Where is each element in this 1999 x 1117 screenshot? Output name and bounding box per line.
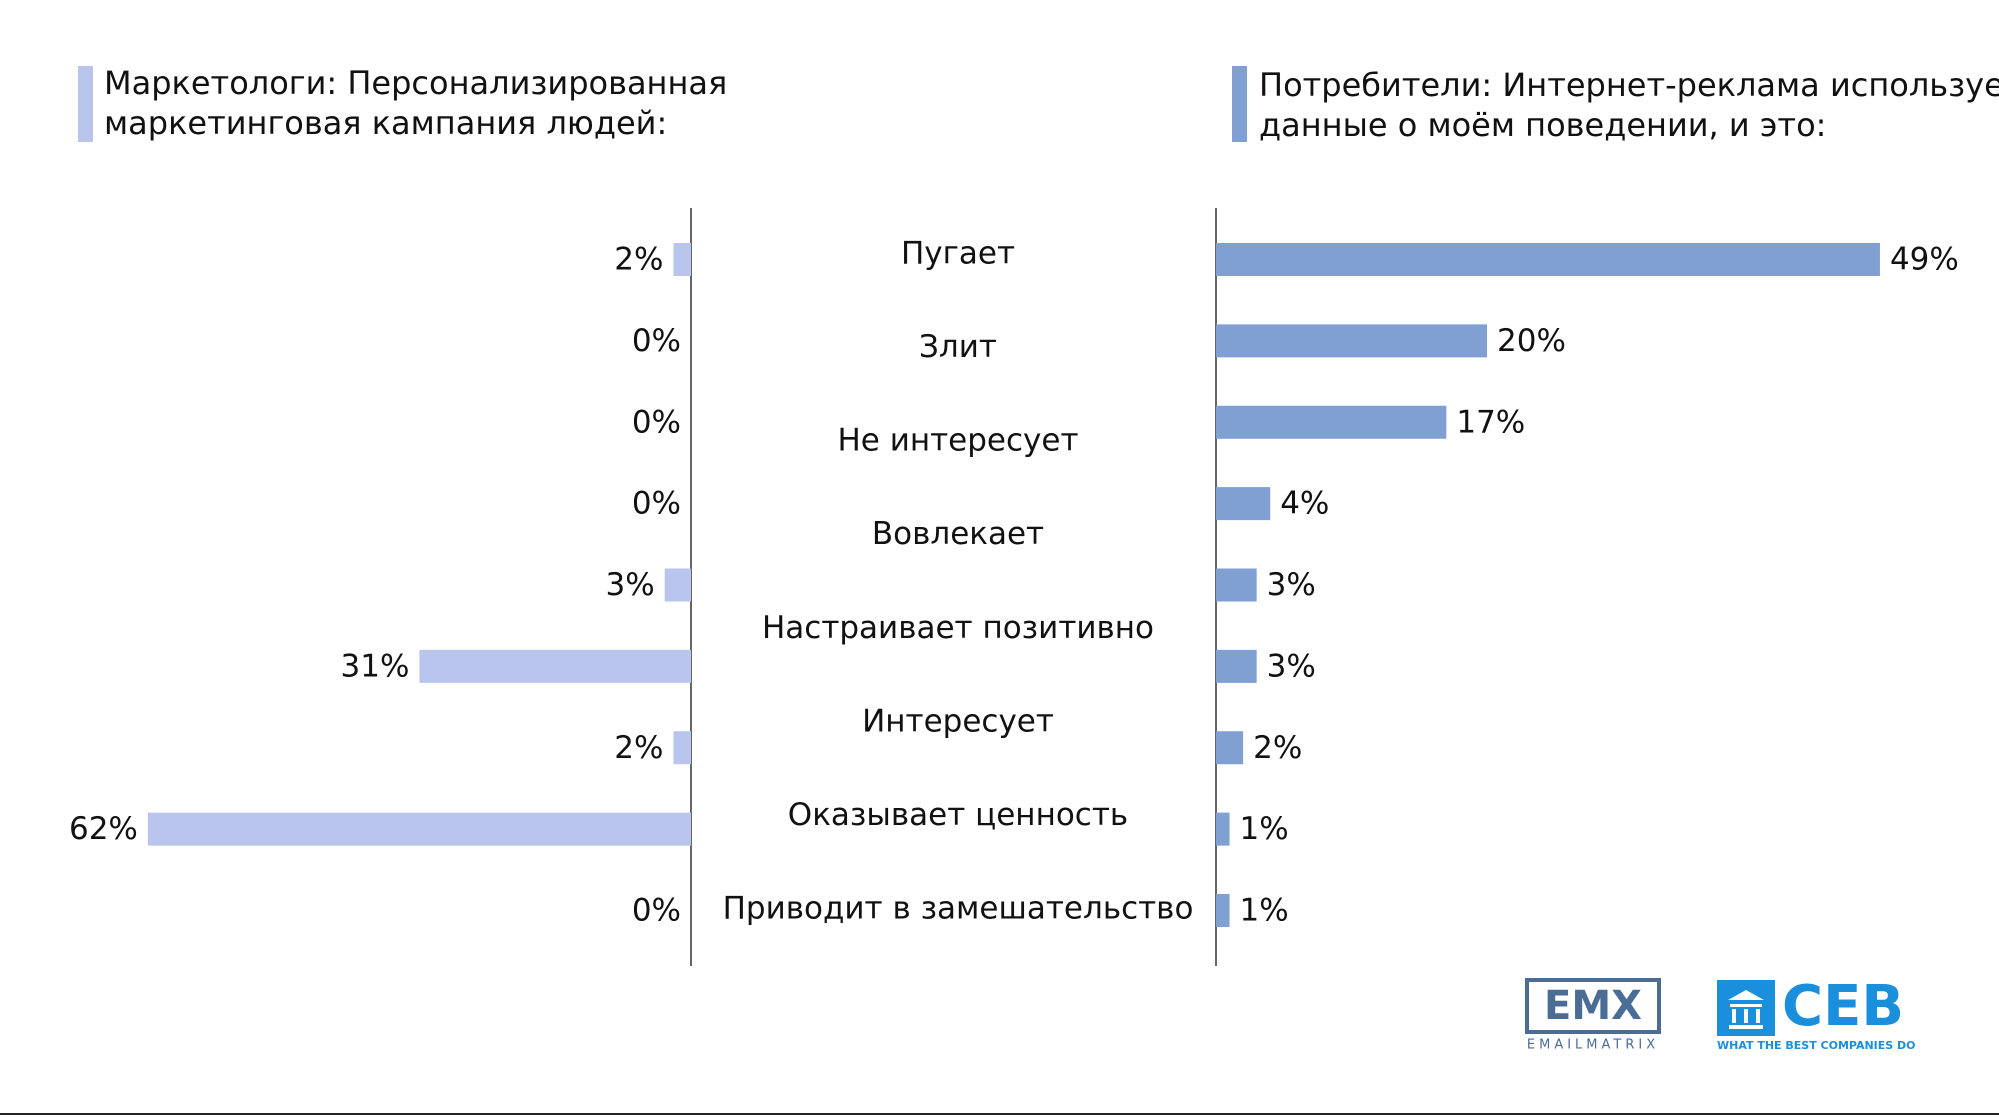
value-label: 0% (632, 323, 681, 359)
bar (1216, 324, 1487, 358)
bar (419, 649, 691, 683)
category-label: Не интересует (837, 423, 1078, 459)
category-label: Оказывает ценность (788, 797, 1128, 833)
value-label: 3% (1267, 648, 1316, 684)
left-title: Маркетологи: Персонализированная (104, 64, 727, 102)
bar (1216, 487, 1271, 521)
logo-icon-shape (1728, 990, 1764, 1029)
bar (1216, 649, 1257, 683)
ceb-logo: CEB WHAT THE BEST COMPANIES DO (1717, 974, 1916, 1052)
value-label: 1% (1240, 811, 1289, 847)
bar (1216, 731, 1244, 765)
bar (1216, 812, 1230, 846)
left-title: маркетинговая кампания людей: (104, 104, 667, 142)
value-label: 3% (606, 567, 655, 603)
category-label: Приводит в замешательство (723, 891, 1194, 927)
value-label: 20% (1497, 323, 1566, 359)
emx-logo: EMX EMAILMATRIX (1525, 978, 1661, 1053)
bar (1216, 894, 1230, 927)
value-label: 2% (614, 730, 663, 766)
title-accent (78, 66, 93, 142)
logo-subtext: EMAILMATRIX (1527, 1038, 1659, 1053)
logo-text: CEB (1782, 974, 1904, 1039)
value-label: 0% (632, 404, 681, 440)
value-label: 1% (1240, 893, 1289, 929)
category-label: Пугает (901, 236, 1015, 272)
bar (673, 243, 691, 276)
value-label: 2% (614, 242, 663, 278)
bar (1216, 568, 1257, 602)
logo-frame (1525, 978, 1661, 1034)
value-label: 17% (1456, 404, 1525, 440)
bar (1216, 243, 1880, 276)
value-label: 4% (1280, 486, 1329, 522)
value-label: 2% (1253, 730, 1302, 766)
bar (147, 812, 691, 846)
category-label: Настраивает позитивно (762, 610, 1154, 646)
bar (673, 731, 691, 765)
value-label: 62% (69, 811, 138, 847)
category-label: Злит (919, 329, 997, 365)
value-label: 0% (632, 486, 681, 522)
right-title: данные о моём поведении, и это: (1259, 106, 1826, 144)
value-label: 0% (632, 893, 681, 929)
value-label: 3% (1267, 567, 1316, 603)
bar (1216, 405, 1447, 439)
logo-subtext: WHAT THE BEST COMPANIES DO (1717, 1039, 1916, 1052)
category-label: Вовлекает (872, 516, 1044, 552)
logo-text: EMX (1544, 983, 1642, 1029)
category-label: Интересует (862, 703, 1054, 739)
title-accent (1232, 66, 1247, 142)
value-label: 49% (1890, 242, 1959, 278)
bar (664, 568, 691, 602)
value-label: 31% (341, 648, 410, 684)
right-title: Потребители: Интернет-реклама использует (1259, 66, 1999, 104)
